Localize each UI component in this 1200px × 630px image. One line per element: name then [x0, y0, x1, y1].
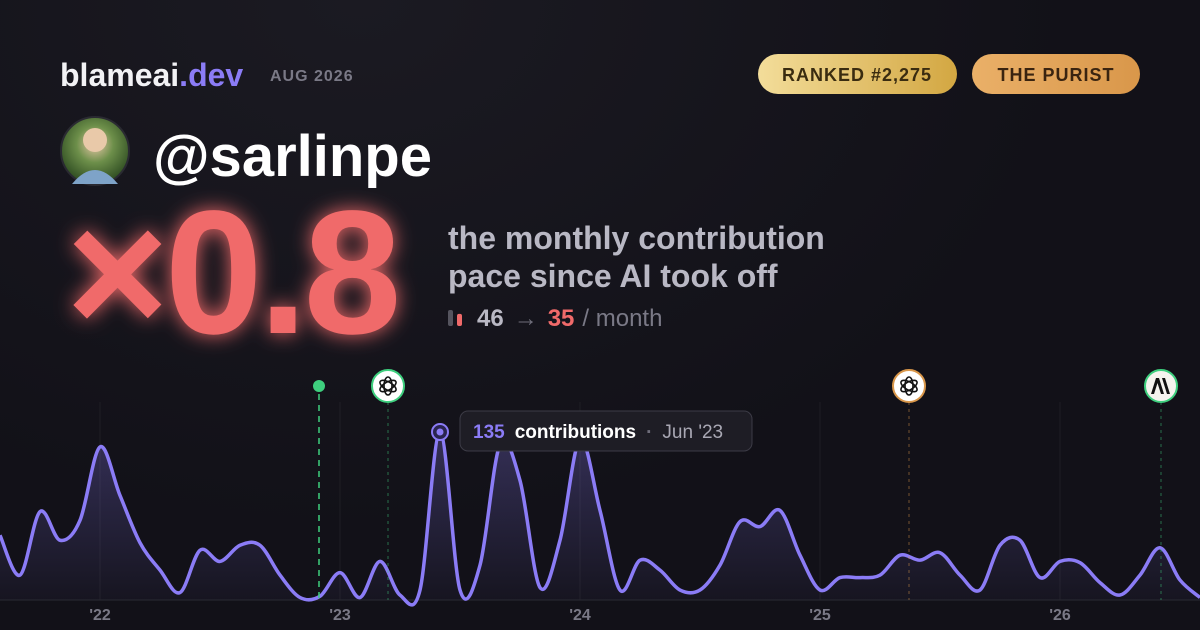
mini-bar [457, 313, 462, 326]
anthropic-logo [1151, 378, 1170, 394]
arrow: → [514, 305, 538, 332]
brand: blameai.dev [60, 57, 243, 93]
hover-dot [436, 428, 444, 436]
brand-tld: .dev [179, 57, 243, 93]
period: AUG 2026 [270, 68, 354, 85]
unit: / month [582, 305, 662, 332]
before: 46 [477, 305, 504, 332]
tooltip-sep: · [646, 422, 652, 443]
description: the monthly contribution [448, 220, 825, 256]
event-dot [313, 380, 325, 392]
openai-logo [900, 376, 918, 396]
tooltip-label: contributions [515, 422, 636, 443]
badge-text: RANKED #2,275 [782, 65, 932, 85]
openai-logo [379, 376, 397, 396]
event-markers [313, 369, 1178, 600]
x-tick-label: '26 [1049, 607, 1071, 624]
after: 35 [548, 305, 575, 332]
event-icon [892, 369, 926, 403]
avatar-face [83, 128, 107, 152]
tooltip-value: 135 [473, 422, 505, 443]
x-tick-label: '24 [569, 607, 591, 624]
handle: @sarlinpe [153, 124, 432, 189]
badge [758, 54, 957, 94]
pace: 46 → 35 / month [477, 305, 662, 332]
x-tick-label: '25 [809, 607, 831, 624]
area [0, 431, 1200, 605]
description: pace since AI took off [448, 258, 778, 294]
multiplier: ×0.8 [66, 175, 397, 371]
tooltip-text: 135 contributions · Jun '23 [473, 422, 723, 443]
mini-bar [448, 310, 453, 326]
event-icon [371, 369, 405, 403]
x-tick-label: '23 [329, 607, 351, 624]
mini-bars [448, 310, 462, 326]
badge [972, 54, 1140, 94]
tooltip: 135 contributions · Jun '23 [431, 410, 753, 452]
x-tick-label: '22 [89, 607, 111, 624]
tooltip-box [459, 410, 753, 452]
badge-text: THE PURIST [997, 65, 1114, 85]
tooltip-date: Jun '23 [662, 422, 723, 443]
avatar-shirt [72, 170, 118, 184]
brand-name: blameai [60, 57, 179, 93]
